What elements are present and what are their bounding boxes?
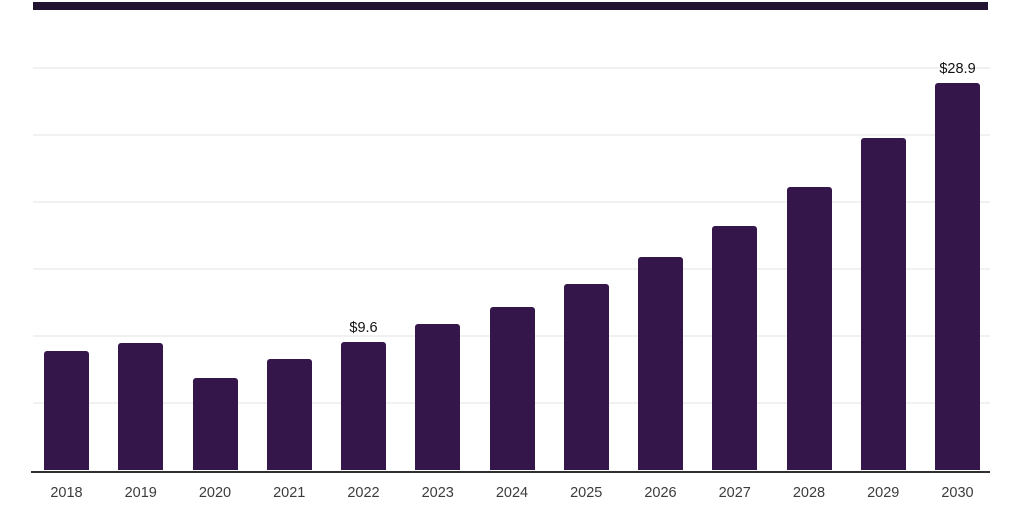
- bar-2028: [786, 187, 832, 471]
- bar-2020: [192, 377, 238, 471]
- x-tick-label-2018: 2018: [50, 485, 83, 501]
- x-tick-label-2019: 2019: [124, 485, 157, 501]
- plot-top-strip: [33, 2, 988, 10]
- x-tick-label-2030: 2030: [941, 485, 974, 501]
- gridline-15: [33, 268, 990, 271]
- x-tick-label-2028: 2028: [792, 485, 826, 501]
- bar-2024: [489, 306, 535, 471]
- bar-2023: [415, 324, 461, 471]
- bar-2022: [341, 341, 386, 471]
- value-label-2022: $9.6: [349, 319, 378, 336]
- x-tick-label-2026: 2026: [644, 485, 677, 501]
- x-tick-label-2024: 2024: [495, 485, 529, 501]
- bar-2021: [266, 359, 312, 471]
- bar-2025: [563, 283, 609, 471]
- bar-2026: [638, 257, 683, 471]
- x-tick-label-2023: 2023: [421, 485, 454, 501]
- gridline-20: [33, 201, 990, 204]
- bar-2027: [712, 226, 758, 471]
- x-tick-label-2021: 2021: [273, 485, 306, 501]
- gridline-25: [33, 134, 990, 136]
- value-label-2030: $28.9: [939, 60, 976, 77]
- bar-2019: [118, 343, 164, 471]
- x-tick-label-2020: 2020: [198, 485, 232, 501]
- bar-2030: [935, 82, 980, 471]
- x-tick-label-2029: 2029: [867, 485, 900, 501]
- bar-2029: [860, 137, 906, 471]
- x-axis-line: [31, 471, 990, 473]
- bar-2018: [44, 351, 89, 471]
- x-tick-label-2022: 2022: [347, 485, 380, 501]
- x-tick-label-2025: 2025: [570, 485, 603, 501]
- x-tick-label-2027: 2027: [718, 485, 751, 501]
- gridline-30: [33, 66, 990, 69]
